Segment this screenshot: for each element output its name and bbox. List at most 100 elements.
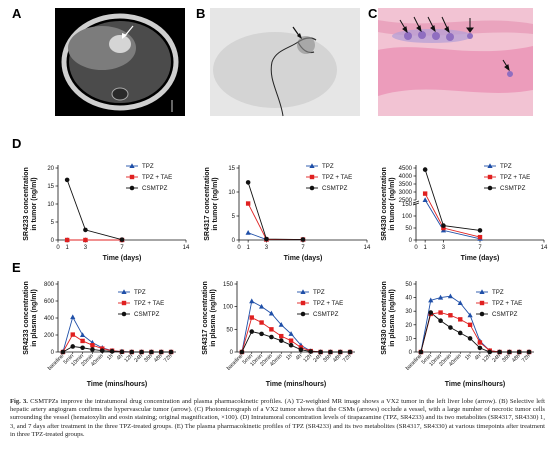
- data-point: [441, 223, 446, 228]
- data-point: [60, 349, 66, 355]
- x-tick-label: 7: [478, 245, 482, 251]
- data-point: [279, 333, 284, 339]
- data-point: [109, 349, 115, 354]
- x-tick-label: 4h: [295, 353, 303, 361]
- y-axis-title: SR4233 concentration: [23, 167, 30, 241]
- x-tick-label: 36h: [322, 353, 333, 364]
- x-tick-label: 24h: [312, 353, 323, 364]
- x-tick-label: 1: [423, 245, 427, 251]
- data-point: [70, 344, 76, 349]
- data-point: [422, 191, 428, 196]
- legend-entry: TPZ: [142, 163, 154, 170]
- series-line: [424, 193, 481, 238]
- x-tick-label: 36h: [143, 353, 154, 364]
- legend-marker: [487, 163, 493, 168]
- data-point: [158, 349, 164, 355]
- data-point: [278, 322, 284, 327]
- data-point: [477, 228, 483, 233]
- data-point: [129, 349, 135, 355]
- data-point: [64, 177, 70, 183]
- y-tick-label: 4500: [399, 166, 413, 172]
- x-tick-label: 4h: [474, 353, 482, 361]
- legend-marker: [309, 163, 315, 168]
- series-line: [241, 316, 351, 353]
- x-axis-title: Time (days): [103, 255, 142, 262]
- series-line: [424, 199, 481, 240]
- series-csmtpz: [422, 167, 483, 233]
- series-line: [62, 315, 172, 353]
- y-tick-label: 30: [405, 309, 412, 315]
- panel-label-d: D: [12, 136, 21, 151]
- angio-catheter: [270, 41, 299, 117]
- y-tick-label: 15: [228, 166, 235, 172]
- y-tick-label: 100: [223, 305, 234, 311]
- legend-marker: [121, 289, 127, 294]
- x-tick-label: 0: [237, 245, 241, 251]
- legend-entry: CSMTPZ: [134, 311, 160, 318]
- legend-entry: CSMTPZ: [142, 185, 168, 192]
- y-tick-label: 800: [44, 282, 55, 288]
- y-tick-label: 400: [44, 316, 55, 322]
- data-point: [477, 340, 483, 345]
- series-line: [247, 232, 303, 240]
- legend-entry: TPZ + TAE: [500, 174, 530, 181]
- data-point: [139, 349, 144, 355]
- chart-4: 0200400600800baseline5min10min20min40min…: [23, 281, 176, 388]
- data-point: [507, 349, 512, 355]
- x-tick-label: 1: [246, 245, 250, 251]
- x-tick-label: 1: [65, 245, 69, 251]
- data-point: [457, 300, 463, 306]
- data-point: [245, 201, 251, 206]
- legend-entry: TPZ + TAE: [313, 300, 343, 307]
- data-point: [467, 336, 473, 341]
- y-tick-label: 0: [230, 350, 234, 356]
- data-point: [477, 234, 483, 240]
- y-tick-label: 50: [405, 282, 412, 288]
- data-point: [119, 237, 125, 242]
- data-point: [259, 331, 264, 337]
- series-csmtpz: [245, 180, 306, 242]
- data-point: [268, 310, 275, 316]
- data-point: [90, 343, 95, 348]
- data-point: [278, 338, 284, 343]
- data-point: [298, 347, 304, 353]
- figure: A B C D E: [12, 6, 548, 388]
- series-line: [62, 346, 172, 353]
- data-point: [516, 349, 522, 355]
- x-tick-label: 14: [364, 245, 371, 251]
- data-point: [245, 180, 251, 185]
- legend-entry: CSMTPZ: [313, 311, 339, 318]
- data-point: [288, 338, 294, 343]
- series-csmtpz: [239, 329, 353, 355]
- x-tick-label: 0: [414, 245, 418, 251]
- x-tick-label: 4h: [116, 353, 124, 361]
- series-tpz-tae: [60, 332, 174, 355]
- panel-c-micrograph: [378, 8, 533, 116]
- y-axis-title: in tumor (ng/ml): [389, 177, 396, 230]
- x-axis-title: Time (days): [284, 255, 323, 262]
- y-tick-label: 200: [44, 333, 55, 339]
- y-tick-label: 0: [232, 238, 236, 244]
- data-point: [264, 236, 269, 242]
- legend-entry: TPZ + TAE: [142, 174, 172, 181]
- series-csmtpz: [418, 310, 532, 355]
- series-tpz-tae: [422, 191, 483, 240]
- data-point: [447, 293, 454, 299]
- angio-tumor-blush: [297, 36, 315, 54]
- y-tick-label: 5: [51, 220, 55, 226]
- y-tick-label: 10: [47, 202, 54, 208]
- series-tpz: [422, 197, 483, 241]
- data-point: [457, 330, 463, 336]
- x-tick-label: 48h: [153, 353, 164, 364]
- y-tick-label: 0: [409, 350, 413, 356]
- data-point: [428, 297, 434, 303]
- data-point: [347, 349, 353, 355]
- series-line: [66, 179, 123, 241]
- y-tick-label: 100: [402, 214, 413, 220]
- data-point: [300, 237, 306, 242]
- mr-body-ring: [61, 13, 179, 111]
- legend-entry: TPZ: [492, 289, 504, 296]
